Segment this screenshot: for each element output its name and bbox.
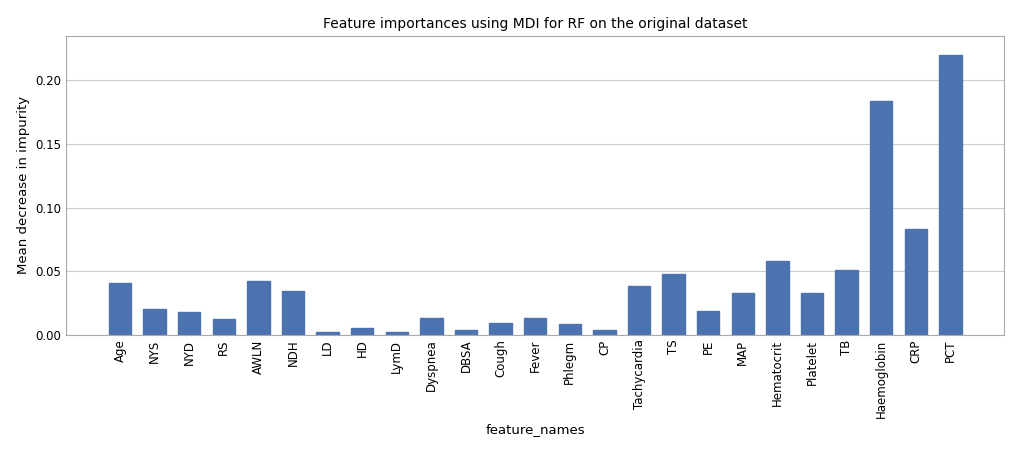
X-axis label: feature_names: feature_names — [485, 424, 585, 436]
Bar — [421, 318, 443, 335]
Bar — [282, 291, 304, 335]
Bar — [212, 319, 235, 335]
Bar — [939, 55, 962, 335]
Bar — [732, 293, 755, 335]
Bar — [386, 332, 408, 335]
Bar — [697, 310, 720, 335]
Bar — [663, 274, 685, 335]
Bar — [835, 270, 858, 335]
Y-axis label: Mean decrease in impurity: Mean decrease in impurity — [16, 96, 30, 275]
Title: Feature importances using MDI for RF on the original dataset: Feature importances using MDI for RF on … — [323, 17, 747, 31]
Bar — [766, 261, 788, 335]
Bar — [143, 309, 165, 335]
Bar — [454, 330, 477, 335]
Bar — [489, 323, 512, 335]
Bar — [628, 286, 650, 335]
Bar — [524, 318, 546, 335]
Bar — [108, 283, 132, 335]
Bar — [351, 328, 374, 335]
Bar — [317, 332, 339, 335]
Bar — [558, 324, 581, 335]
Bar — [905, 229, 927, 335]
Bar — [800, 293, 823, 335]
Bar — [178, 312, 200, 335]
Bar — [870, 101, 892, 335]
Bar — [247, 281, 270, 335]
Bar — [593, 330, 616, 335]
